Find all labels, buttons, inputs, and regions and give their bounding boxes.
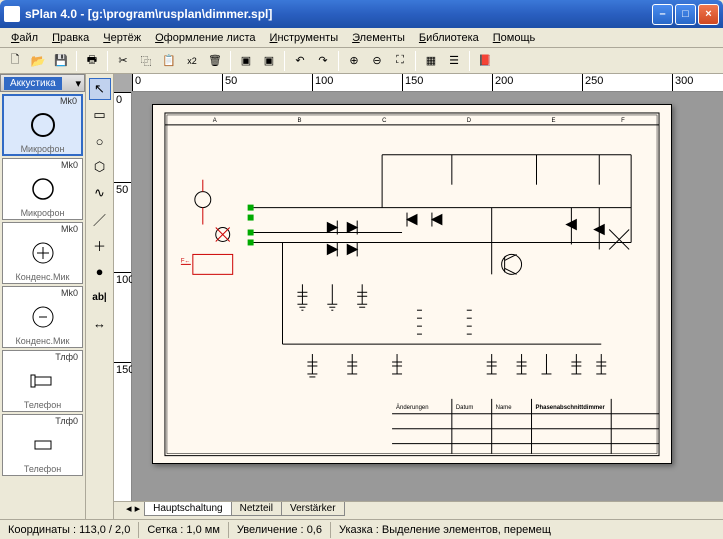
- circle-tool[interactable]: ○: [89, 130, 111, 152]
- menu-file[interactable]: Файл: [4, 30, 45, 46]
- svg-text:E: E: [551, 118, 555, 124]
- svg-text:B: B: [297, 118, 301, 124]
- list-button[interactable]: [443, 50, 465, 72]
- app-icon: [4, 6, 20, 22]
- new-button[interactable]: [4, 50, 26, 72]
- main-toolbar: ⛶ 📕: [0, 48, 723, 74]
- page-tabs: ◂ ▸ Hauptschaltung Netzteil Verstärker: [114, 501, 723, 519]
- palette-category-dropdown[interactable]: Аккустика ▾: [0, 74, 85, 92]
- save-button[interactable]: [50, 50, 72, 72]
- node-tool[interactable]: ＋: [89, 234, 111, 256]
- zoom-fit-button[interactable]: ⛶: [389, 50, 411, 72]
- page-tab-1[interactable]: Hauptschaltung: [144, 502, 232, 516]
- close-button[interactable]: ×: [698, 4, 719, 25]
- svg-text:Phasenabschnittdimmer: Phasenabschnittdimmer: [536, 405, 606, 411]
- menu-help[interactable]: Помощь: [486, 30, 543, 46]
- canvas[interactable]: A B C D E F F←: [132, 92, 723, 501]
- library-button[interactable]: 📕: [474, 50, 496, 72]
- menu-bar: Файл Правка Чертёж Оформление листа Инст…: [0, 28, 723, 48]
- to-back-button[interactable]: [258, 50, 280, 72]
- delete-button[interactable]: [204, 50, 226, 72]
- poly-tool[interactable]: ⬡: [89, 156, 111, 178]
- svg-text:Name: Name: [496, 405, 513, 411]
- title-bar: sPlan 4.0 - [g:\program\rusplan\dimmer.s…: [0, 0, 723, 28]
- measure-tool[interactable]: ↔: [89, 312, 111, 334]
- print-button[interactable]: [81, 50, 103, 72]
- palette-item-phone-2[interactable]: Тлф0 Телефон: [2, 414, 83, 476]
- menu-page-layout[interactable]: Оформление листа: [148, 30, 262, 46]
- status-hint: Указка : Выделение элементов, перемещ: [331, 522, 723, 538]
- window-title: sPlan 4.0 - [g:\program\rusplan\dimmer.s…: [25, 7, 652, 21]
- open-button[interactable]: [27, 50, 49, 72]
- menu-drawing[interactable]: Чертёж: [96, 30, 148, 46]
- paste-button[interactable]: [158, 50, 180, 72]
- duplicate-button[interactable]: [181, 50, 203, 72]
- copy-button[interactable]: [135, 50, 157, 72]
- menu-library[interactable]: Библиотека: [412, 30, 486, 46]
- palette-items: Mk0 Микрофон Mk0 Микрофон Mk0 Конденс.Ми…: [0, 92, 85, 519]
- svg-text:C: C: [382, 118, 387, 124]
- menu-tools[interactable]: Инструменты: [263, 30, 346, 46]
- svg-text:F: F: [621, 118, 625, 124]
- component-palette: Аккустика ▾ Mk0 Микрофон Mk0 Микрофон Mk…: [0, 74, 86, 519]
- drawing-tools: ↖ ▭ ○ ⬡ ∿ ／ ＋ ● ab| ↔: [86, 74, 114, 519]
- page-tab-2[interactable]: Netzteil: [231, 502, 282, 516]
- svg-text:A: A: [213, 118, 217, 124]
- chevron-down-icon: ▾: [75, 77, 81, 90]
- redo-button[interactable]: [312, 50, 334, 72]
- canvas-area: 0 50 100 150 200 250 300 0 50 100 150: [114, 74, 723, 519]
- palette-item-microphone-1[interactable]: Mk0 Микрофон: [2, 94, 83, 156]
- menu-edit[interactable]: Правка: [45, 30, 96, 46]
- maximize-button[interactable]: □: [675, 4, 696, 25]
- window-controls: – □ ×: [652, 4, 719, 25]
- zoom-out-button[interactable]: [366, 50, 388, 72]
- cut-button[interactable]: [112, 50, 134, 72]
- svg-text:Änderungen: Änderungen: [396, 404, 429, 411]
- minimize-button[interactable]: –: [652, 4, 673, 25]
- status-coords: Координаты : 113,0 / 2,0: [0, 522, 139, 538]
- palette-item-microphone-2[interactable]: Mk0 Микрофон: [2, 158, 83, 220]
- text-tool[interactable]: ab|: [89, 286, 111, 308]
- vertical-ruler: 0 50 100 150: [114, 92, 132, 501]
- menu-elements[interactable]: Элементы: [345, 30, 412, 46]
- palette-item-cond-mic-1[interactable]: Mk0 Конденс.Мик: [2, 222, 83, 284]
- svg-text:F←: F←: [181, 258, 191, 264]
- to-front-button[interactable]: [235, 50, 257, 72]
- status-zoom: Увеличение : 0,6: [229, 522, 331, 538]
- page-tab-3[interactable]: Verstärker: [281, 502, 345, 516]
- pointer-tool[interactable]: ↖: [89, 78, 111, 100]
- curve-tool[interactable]: ∿: [89, 182, 111, 204]
- palette-item-phone-1[interactable]: Тлф0 Телефон: [2, 350, 83, 412]
- svg-text:Datum: Datum: [456, 405, 474, 411]
- svg-text:D: D: [467, 118, 472, 124]
- schematic: A B C D E F F←: [153, 105, 671, 464]
- drawing-sheet[interactable]: A B C D E F F←: [152, 104, 672, 464]
- horizontal-ruler: 0 50 100 150 200 250 300: [132, 74, 723, 92]
- status-grid: Сетка : 1,0 мм: [139, 522, 229, 538]
- main-area: Аккустика ▾ Mk0 Микрофон Mk0 Микрофон Mk…: [0, 74, 723, 519]
- line-tool[interactable]: ／: [89, 208, 111, 230]
- grid-button[interactable]: [420, 50, 442, 72]
- rect-tool[interactable]: ▭: [89, 104, 111, 126]
- dot-tool[interactable]: ●: [89, 260, 111, 282]
- zoom-in-button[interactable]: [343, 50, 365, 72]
- undo-button[interactable]: [289, 50, 311, 72]
- palette-item-cond-mic-2[interactable]: Mk0 Конденс.Мик: [2, 286, 83, 348]
- status-bar: Координаты : 113,0 / 2,0 Сетка : 1,0 мм …: [0, 519, 723, 539]
